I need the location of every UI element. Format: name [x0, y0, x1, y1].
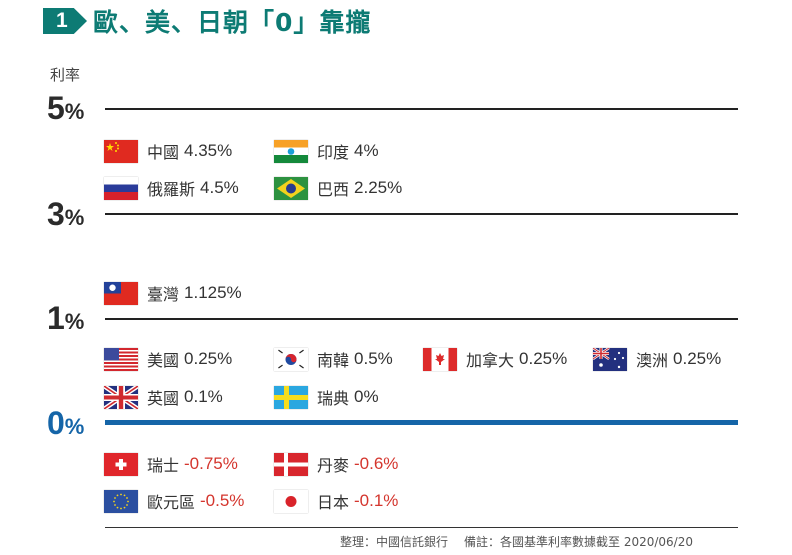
canada-flag-icon [423, 347, 457, 371]
section-number-badge: 1 [43, 8, 87, 34]
country-name: 中國 [147, 143, 180, 162]
denmark-flag-icon [274, 452, 308, 476]
country-name: 臺灣 [147, 285, 180, 304]
list-item-korea: 南韓 0.5% [274, 347, 393, 371]
tick-number: 3 [47, 196, 65, 232]
rate-value: 1.125% [184, 283, 242, 302]
country-name: 歐元區 [147, 493, 196, 512]
tick-3-percent: 3% [47, 198, 84, 230]
data-note: 備註：各國基準利率數據截至 2020/06/20 [464, 535, 693, 549]
rate-value: -0.75% [184, 454, 238, 473]
list-item-china: 中國 4.35% [104, 139, 232, 163]
tick-1-percent: 1% [47, 302, 84, 334]
tick-number: 5 [47, 90, 65, 126]
rate-value: 0.1% [184, 387, 223, 406]
gridline-3-percent [105, 213, 738, 215]
tick-percent-sign: % [64, 414, 85, 439]
chart-title: 歐、美、日朝「0」靠攏 [93, 8, 372, 37]
taiwan-flag-icon [104, 281, 138, 305]
list-item-russia: 俄羅斯 4.5% [104, 176, 239, 200]
country-name: 巴西 [317, 180, 350, 199]
rate-value: -0.1% [354, 491, 399, 510]
uk-flag-icon [104, 385, 138, 409]
gridline-0-percent [105, 420, 738, 425]
footer-note: 整理：中國信託銀行 備註：各國基準利率數據截至 2020/06/20 [340, 533, 693, 550]
rate-value: 0.25% [184, 349, 233, 368]
china-flag-icon [104, 139, 138, 163]
y-axis-label: 利率 [50, 66, 81, 84]
japan-flag-icon [274, 489, 308, 513]
country-name: 俄羅斯 [147, 180, 196, 199]
country-name: 日本 [317, 493, 350, 512]
tick-percent-sign: % [64, 309, 85, 334]
korea-flag-icon [274, 347, 308, 371]
country-name: 印度 [317, 143, 350, 162]
usa-flag-icon [104, 347, 138, 371]
list-item-taiwan: 臺灣 1.125% [104, 281, 242, 305]
list-item-uk: 英國 0.1% [104, 385, 223, 409]
tick-number: 1 [47, 300, 65, 336]
list-item-india: 印度 4% [274, 139, 379, 163]
tick-0-percent: 0% [47, 407, 84, 439]
sweden-flag-icon [274, 385, 308, 409]
tick-5-percent: 5% [47, 92, 84, 124]
rate-value: 4.35% [184, 141, 233, 160]
list-item-denmark: 丹麥 -0.6% [274, 452, 398, 476]
list-item-usa: 美國 0.25% [104, 347, 232, 371]
list-item-australia: 澳洲 0.25% [593, 347, 721, 371]
list-item-canada: 加拿大 0.25% [423, 347, 567, 371]
country-name: 南韓 [317, 351, 350, 370]
tick-percent-sign: % [64, 205, 85, 230]
list-item-sweden: 瑞典 0% [274, 385, 379, 409]
source-credit: 整理：中國信託銀行 [340, 535, 449, 549]
rate-value: 0.5% [354, 349, 393, 368]
eu-flag-icon [104, 489, 138, 513]
tick-percent-sign: % [64, 99, 85, 124]
country-name: 瑞典 [317, 389, 350, 408]
chart-header: 1 歐、美、日朝「0」靠攏 [43, 6, 372, 37]
country-name: 澳洲 [636, 351, 669, 370]
rate-value: 0.25% [519, 349, 568, 368]
footer-divider [105, 527, 738, 528]
india-flag-icon [274, 139, 308, 163]
gridline-5-percent [105, 108, 738, 110]
country-name: 加拿大 [466, 351, 515, 370]
rate-value: 4% [354, 141, 379, 160]
switzerland-flag-icon [104, 452, 138, 476]
badge-number: 1 [56, 9, 68, 32]
list-item-brazil: 巴西 2.25% [274, 176, 402, 200]
country-name: 美國 [147, 351, 180, 370]
country-name: 瑞士 [147, 456, 180, 475]
rate-value: 4.5% [200, 178, 239, 197]
russia-flag-icon [104, 176, 138, 200]
brazil-flag-icon [274, 176, 308, 200]
gridline-1-percent [105, 318, 738, 320]
list-item-switzerland: 瑞士 -0.75% [104, 452, 238, 476]
list-item-eurozone: 歐元區 -0.5% [104, 489, 244, 513]
list-item-japan: 日本 -0.1% [274, 489, 398, 513]
rate-value: 0% [354, 387, 379, 406]
rate-value: -0.6% [354, 454, 399, 473]
australia-flag-icon [593, 347, 627, 371]
tick-number: 0 [47, 405, 65, 441]
country-name: 英國 [147, 389, 180, 408]
rate-value: 0.25% [673, 349, 722, 368]
country-name: 丹麥 [317, 456, 350, 475]
rate-value: -0.5% [200, 491, 245, 510]
rate-value: 2.25% [354, 178, 403, 197]
